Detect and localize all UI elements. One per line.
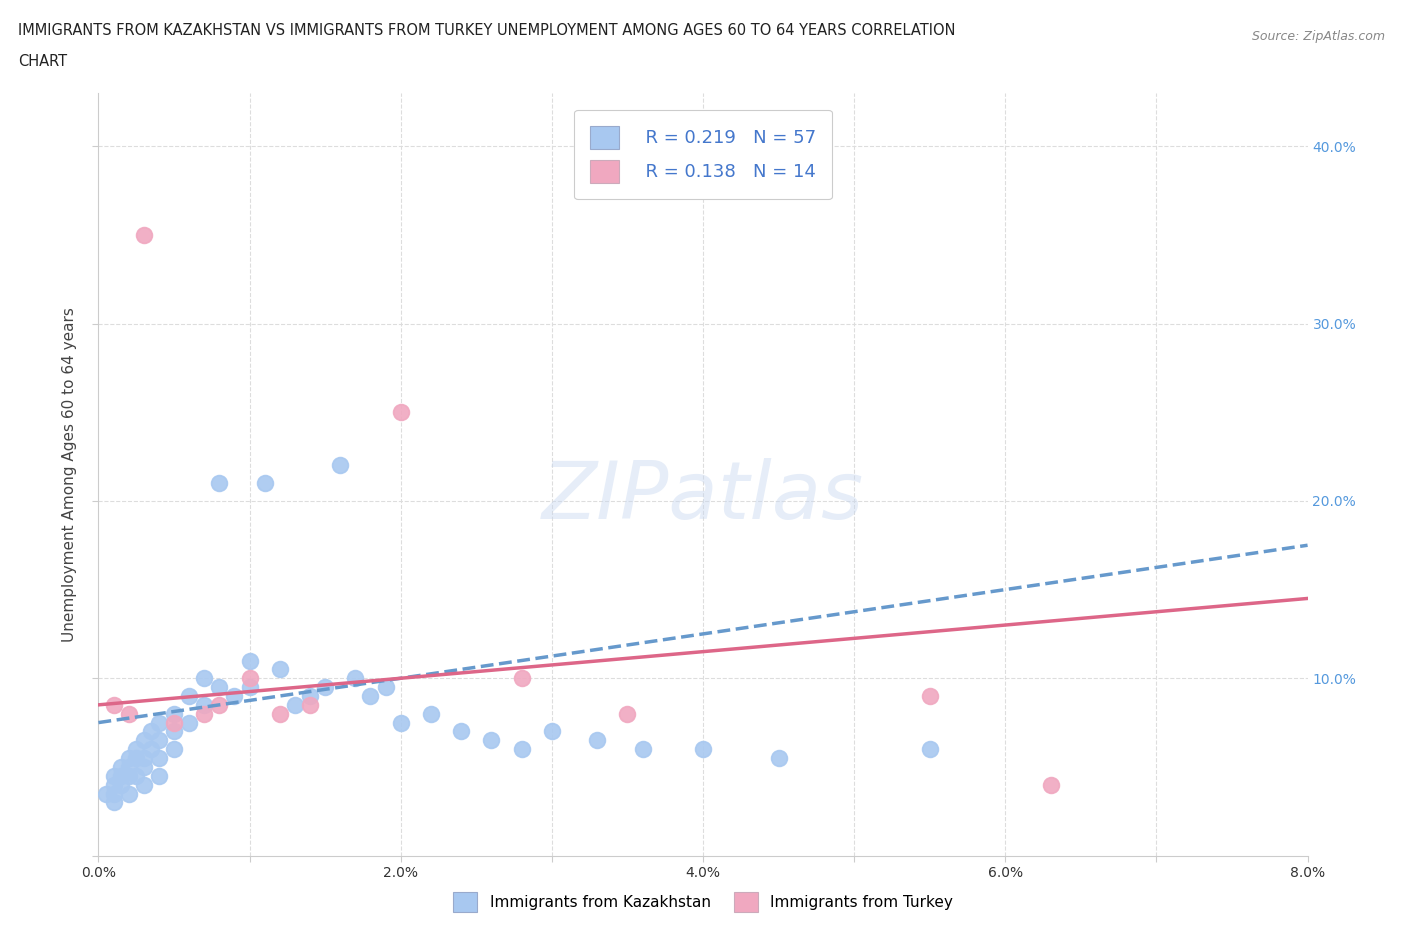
Y-axis label: Unemployment Among Ages 60 to 64 years: Unemployment Among Ages 60 to 64 years	[62, 307, 77, 642]
Point	[510, 671, 533, 685]
Point	[148, 715, 170, 730]
Legend:   R = 0.219   N = 57,   R = 0.138   N = 14: R = 0.219 N = 57, R = 0.138 N = 14	[574, 110, 832, 199]
Point	[208, 698, 231, 712]
Point	[118, 768, 141, 783]
Point	[450, 724, 472, 739]
Point	[239, 680, 262, 695]
Point	[389, 405, 412, 419]
Point	[148, 751, 170, 765]
Point	[586, 733, 609, 748]
Point	[692, 742, 714, 757]
Point	[125, 768, 148, 783]
Point	[344, 671, 367, 685]
Point	[360, 688, 382, 703]
Point	[103, 777, 125, 792]
Point	[163, 706, 186, 721]
Point	[540, 724, 562, 739]
Point	[125, 751, 148, 765]
Point	[1039, 777, 1062, 792]
Point	[420, 706, 443, 721]
Point	[193, 706, 215, 721]
Point	[389, 715, 412, 730]
Point	[299, 698, 322, 712]
Point	[110, 777, 132, 792]
Point	[118, 760, 141, 775]
Point	[141, 742, 163, 757]
Point	[208, 680, 231, 695]
Point	[284, 698, 307, 712]
Point	[239, 653, 262, 668]
Point	[918, 742, 941, 757]
Point	[239, 671, 262, 685]
Text: IMMIGRANTS FROM KAZAKHSTAN VS IMMIGRANTS FROM TURKEY UNEMPLOYMENT AMONG AGES 60 : IMMIGRANTS FROM KAZAKHSTAN VS IMMIGRANTS…	[18, 23, 956, 38]
Point	[148, 733, 170, 748]
Point	[510, 742, 533, 757]
Text: ZIPatlas: ZIPatlas	[541, 458, 865, 537]
Point	[132, 777, 155, 792]
Point	[103, 786, 125, 801]
Point	[94, 786, 117, 801]
Point	[193, 671, 215, 685]
Point	[132, 751, 155, 765]
Point	[110, 760, 132, 775]
Point	[918, 688, 941, 703]
Point	[132, 760, 155, 775]
Point	[616, 706, 638, 721]
Point	[110, 768, 132, 783]
Point	[103, 698, 125, 712]
Point	[132, 228, 155, 243]
Text: CHART: CHART	[18, 54, 67, 69]
Point	[132, 733, 155, 748]
Point	[253, 476, 276, 491]
Point	[631, 742, 654, 757]
Point	[141, 724, 163, 739]
Point	[481, 733, 503, 748]
Point	[329, 458, 352, 472]
Point	[163, 724, 186, 739]
Point	[103, 768, 125, 783]
Point	[163, 742, 186, 757]
Point	[314, 680, 336, 695]
Point	[148, 768, 170, 783]
Point	[269, 706, 291, 721]
Point	[163, 715, 186, 730]
Text: Source: ZipAtlas.com: Source: ZipAtlas.com	[1251, 30, 1385, 43]
Legend: Immigrants from Kazakhstan, Immigrants from Turkey: Immigrants from Kazakhstan, Immigrants f…	[447, 886, 959, 918]
Point	[118, 786, 141, 801]
Point	[179, 688, 201, 703]
Point	[208, 476, 231, 491]
Point	[299, 688, 322, 703]
Point	[269, 662, 291, 677]
Point	[179, 715, 201, 730]
Point	[768, 751, 790, 765]
Point	[118, 751, 141, 765]
Point	[224, 688, 246, 703]
Point	[118, 706, 141, 721]
Point	[193, 698, 215, 712]
Point	[374, 680, 396, 695]
Point	[125, 742, 148, 757]
Point	[103, 795, 125, 810]
